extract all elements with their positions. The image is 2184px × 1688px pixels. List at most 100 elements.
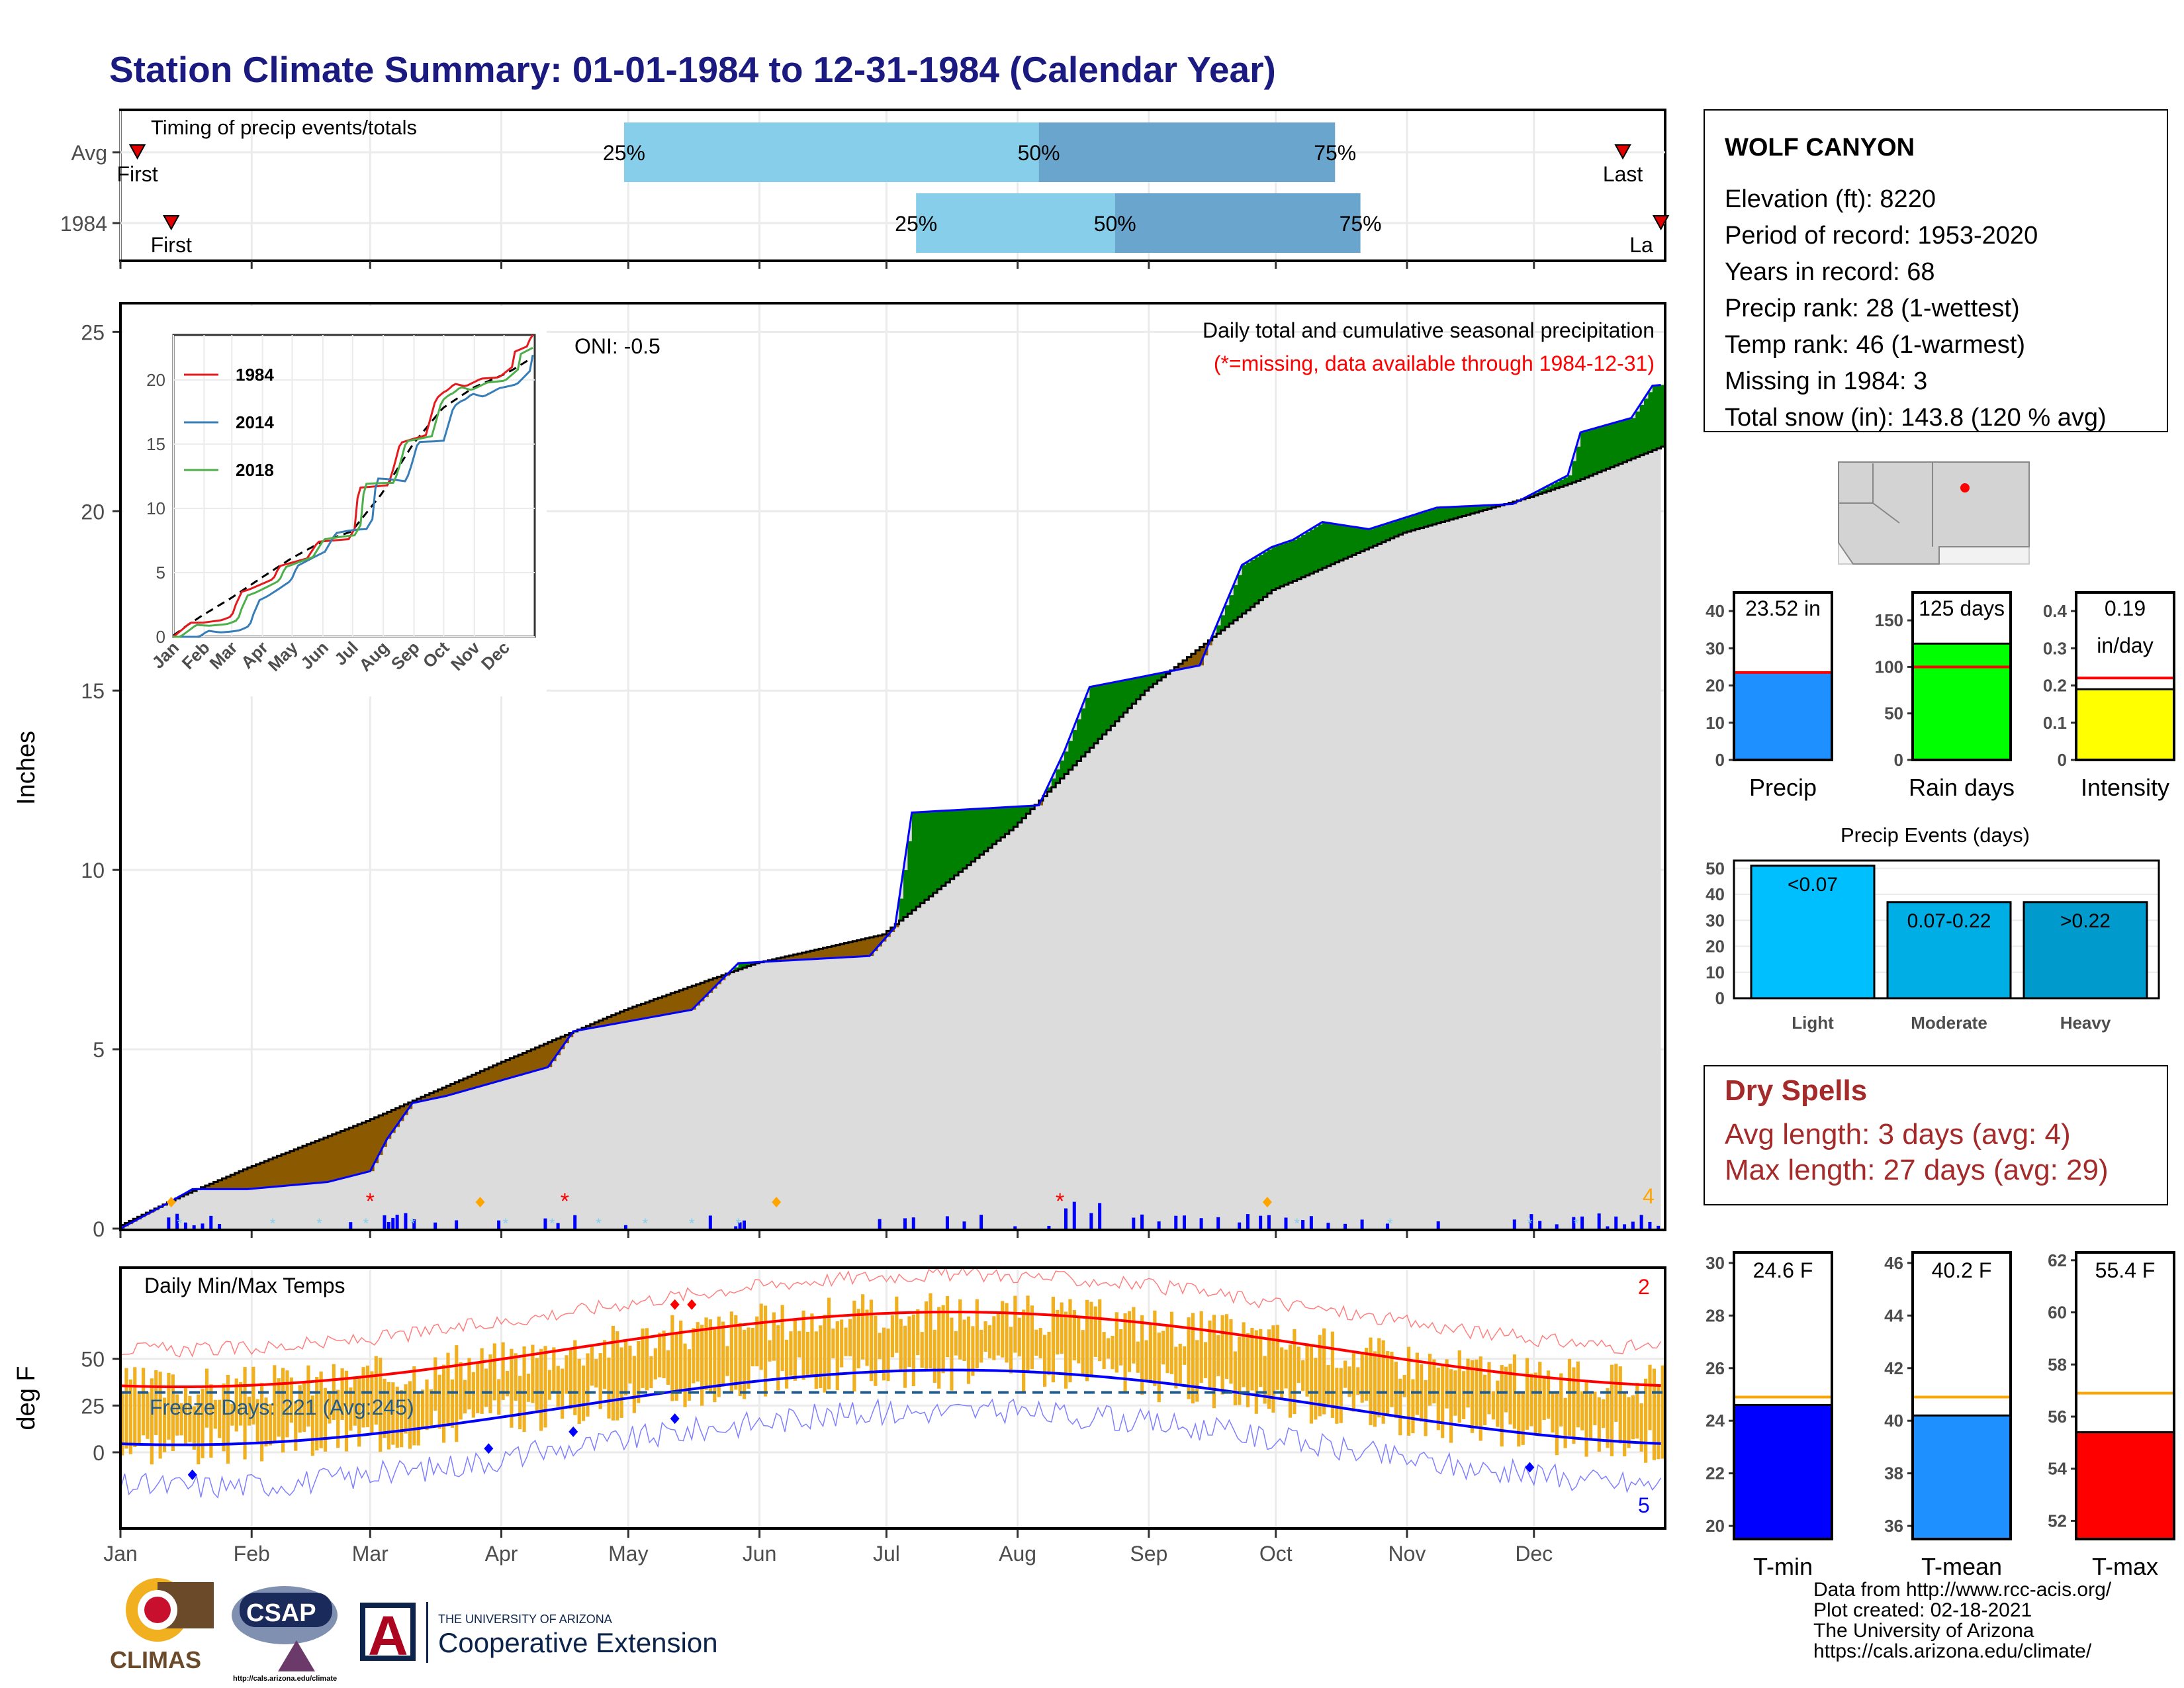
credit-line: https://cals.arizona.edu/climate/ [1813, 1640, 2092, 1662]
y-tick-label: 52 [2048, 1511, 2067, 1530]
daily-temp-bar [1335, 1368, 1339, 1424]
daily-precip-bar [209, 1215, 213, 1229]
bar-value-label: 40.2 F [1932, 1258, 1992, 1282]
daily-temp-bar [192, 1406, 196, 1450]
bar-axis-label: Rain days [1909, 774, 2015, 801]
daily-temp-bar [467, 1358, 471, 1410]
daily-temp-bar [1610, 1364, 1614, 1456]
summary-bar [1733, 671, 1833, 761]
bar-value-label: 24.6 F [1753, 1258, 1813, 1282]
summary-bar [1911, 642, 2012, 761]
daily-temp-bar [1394, 1362, 1398, 1419]
station-line: Period of record: 1953-2020 [1725, 222, 2038, 250]
daily-temp-bar [374, 1356, 378, 1425]
y-tick-label: 40 [1706, 601, 1725, 621]
daily-temp-bar [552, 1347, 556, 1392]
record-low-marker [484, 1443, 494, 1454]
daily-temp-bar [1483, 1374, 1487, 1426]
daily-temp-bar [1588, 1393, 1593, 1439]
daily-temp-bar [425, 1379, 429, 1430]
daily-precip-bar [1555, 1224, 1559, 1229]
timing-pct-label: 50% [1018, 141, 1060, 165]
inset-y-tick-label: 10 [146, 498, 165, 518]
daily-temp-bar [1005, 1303, 1009, 1363]
y-tick-label: 44 [1884, 1305, 1903, 1325]
y-tick-label: 30 [1706, 1253, 1725, 1273]
daily-temp-bar [247, 1396, 251, 1426]
daily-temp-bar [218, 1399, 222, 1438]
daily-temp-bar [924, 1301, 929, 1369]
daily-temp-bar [582, 1365, 586, 1421]
y-tick-label: 0 [2058, 750, 2067, 770]
daily-temp-bar [162, 1397, 167, 1452]
daily-temp-bar [1356, 1367, 1360, 1395]
daily-temp-bar [260, 1383, 264, 1462]
daily-temp-bar [958, 1299, 962, 1360]
daily-temp-bar [1525, 1358, 1529, 1430]
daily-temp-bar [154, 1370, 158, 1435]
y-tick-label: 58 [2048, 1354, 2067, 1374]
daily-temp-bar [492, 1343, 496, 1401]
climas-wordmark: CLIMAS [110, 1646, 201, 1673]
daily-temp-bar [1123, 1313, 1127, 1391]
y-tick-label: 0 [93, 1441, 105, 1465]
missing-day-marker: * [366, 1189, 375, 1214]
daily-temp-bar [1508, 1364, 1512, 1425]
daily-temp-bar [120, 1392, 124, 1456]
daily-temp-bar [450, 1379, 454, 1428]
normal-min-line [120, 1368, 1661, 1446]
station-line: Missing in 1984: 3 [1725, 367, 1927, 395]
dry-spells-avg: Avg length: 3 days (avg: 4) [1725, 1118, 2071, 1150]
event-category-label: Moderate [1911, 1013, 1987, 1033]
daily-temp-bar [1263, 1356, 1267, 1404]
daily-temp-bar [895, 1296, 899, 1353]
daily-precip-bar [167, 1217, 171, 1229]
record-low-marker [187, 1469, 197, 1480]
bar-value-label: 55.4 F [2095, 1258, 2156, 1282]
daily-precip-bar [1580, 1216, 1584, 1229]
daily-temp-bar [1309, 1344, 1314, 1424]
y-tick-label: 60 [2048, 1303, 2067, 1323]
timing-bar-lower [623, 122, 1039, 182]
daily-temp-bar [1026, 1295, 1030, 1372]
daily-temp-bar [328, 1390, 332, 1424]
dry-spells-max: Max length: 27 days (avg: 29) [1725, 1154, 2109, 1186]
event-bar [1750, 865, 1876, 1000]
bar-axis-label: Intensity [2081, 774, 2169, 801]
daily-precip-bar [1512, 1219, 1516, 1229]
daily-temp-bar [670, 1315, 674, 1401]
daily-temp-bar [1191, 1313, 1195, 1404]
ua-small-text: THE UNIVERSITY OF ARIZONA [438, 1613, 612, 1626]
daily-precip-bar [1623, 1224, 1627, 1229]
daily-temp-bar [471, 1372, 475, 1418]
last-marker [1652, 215, 1670, 231]
locator-map [1838, 461, 2030, 565]
daily-temp-bar [569, 1349, 573, 1409]
inset-legend-label: 1984 [236, 365, 274, 385]
daily-precip-bar [1072, 1201, 1076, 1229]
daily-temp-bar [738, 1323, 742, 1397]
daily-temp-bar [1347, 1366, 1351, 1397]
event-bar-value: >0.22 [2060, 910, 2111, 932]
daily-temp-bar [239, 1382, 243, 1426]
station-line: Years in record: 68 [1725, 258, 1935, 286]
daily-temp-bar [1614, 1364, 1618, 1422]
daily-temp-bar [1229, 1319, 1233, 1384]
ua-letter-mark: A [368, 1605, 408, 1667]
station-info-box: WOLF CANYON Elevation (ft): 8220 Period … [1704, 109, 2168, 432]
timing-pct-label: 50% [1094, 212, 1136, 236]
record-high-marker [687, 1299, 697, 1310]
daily-precip-bar [742, 1220, 746, 1229]
month-label: Oct [1259, 1542, 1293, 1566]
daily-temp-bar [124, 1368, 128, 1449]
daily-temp-bar [1584, 1380, 1588, 1457]
bar-chart-border [2075, 1251, 2175, 1540]
daily-temp-bar [945, 1295, 950, 1358]
credit-line: Data from http://www.rcc-acis.org/ [1813, 1579, 2112, 1601]
daily-temp-bar [1246, 1333, 1250, 1407]
daily-temp-bar [1203, 1342, 1208, 1378]
record-min-line [120, 1398, 1662, 1499]
daily-temp-bar [547, 1370, 552, 1400]
daily-temp-bar [1060, 1302, 1064, 1354]
